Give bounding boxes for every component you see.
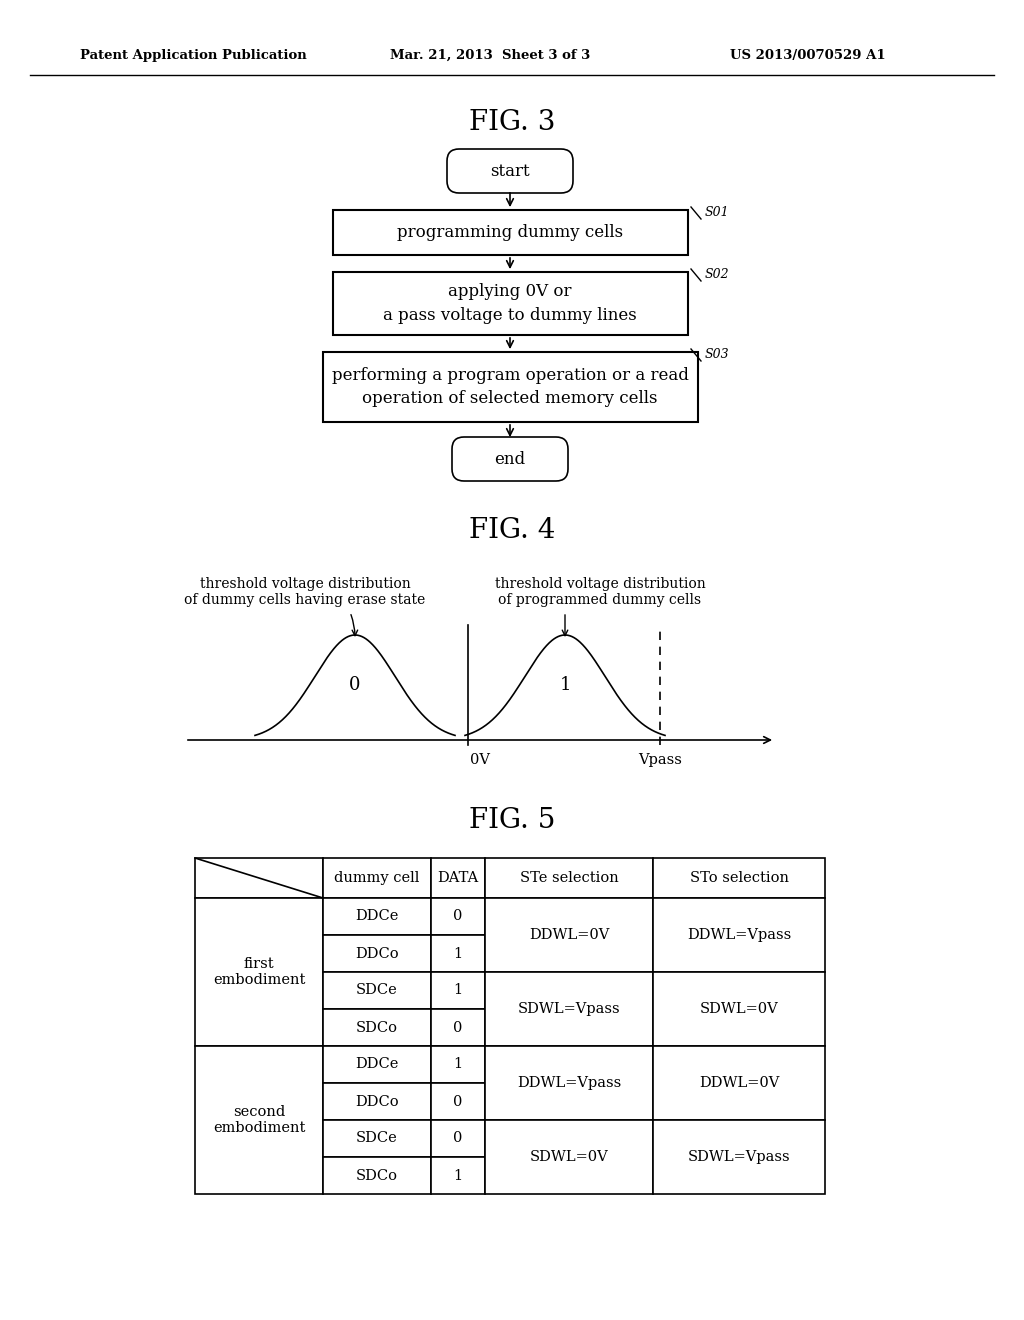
Bar <box>195 858 323 898</box>
Text: 0: 0 <box>349 676 360 694</box>
Text: SDWL=Vpass: SDWL=Vpass <box>518 1002 621 1016</box>
Bar <box>195 1045 323 1195</box>
Bar <box>323 972 431 1008</box>
Text: S03: S03 <box>705 348 730 362</box>
Bar <box>485 1045 653 1119</box>
Bar <box>431 1045 485 1082</box>
Bar <box>323 352 697 422</box>
Text: SDCe: SDCe <box>356 1131 398 1146</box>
Text: FIG. 4: FIG. 4 <box>469 516 555 544</box>
Text: 1: 1 <box>454 1057 463 1072</box>
Text: 1: 1 <box>454 946 463 961</box>
Text: STe selection: STe selection <box>519 871 618 884</box>
Text: end: end <box>495 450 525 467</box>
Bar <box>431 1158 485 1195</box>
Text: 1: 1 <box>454 1168 463 1183</box>
Text: 0: 0 <box>454 909 463 924</box>
Text: DDCe: DDCe <box>355 909 398 924</box>
Text: DDWL=0V: DDWL=0V <box>528 928 609 942</box>
Bar <box>195 898 323 1045</box>
Text: second
embodiment: second embodiment <box>213 1105 305 1135</box>
Bar <box>653 898 825 972</box>
Bar <box>653 1119 825 1195</box>
Text: 0: 0 <box>454 1094 463 1109</box>
Bar <box>431 898 485 935</box>
Text: 0: 0 <box>454 1131 463 1146</box>
Bar <box>323 1119 431 1158</box>
Text: 1: 1 <box>454 983 463 998</box>
Bar <box>323 1045 431 1082</box>
Bar <box>485 1119 653 1195</box>
Text: DATA: DATA <box>437 871 478 884</box>
Bar <box>431 1082 485 1119</box>
Text: 1: 1 <box>559 676 570 694</box>
Text: Mar. 21, 2013  Sheet 3 of 3: Mar. 21, 2013 Sheet 3 of 3 <box>390 49 590 62</box>
Bar <box>323 858 431 898</box>
Bar <box>431 1119 485 1158</box>
Text: 0V: 0V <box>470 752 490 767</box>
Bar <box>323 1158 431 1195</box>
Bar <box>333 272 687 335</box>
Text: DDCo: DDCo <box>355 946 398 961</box>
Text: Patent Application Publication: Patent Application Publication <box>80 49 307 62</box>
Bar <box>323 935 431 972</box>
Text: DDCe: DDCe <box>355 1057 398 1072</box>
Text: SDWL=Vpass: SDWL=Vpass <box>688 1150 791 1164</box>
Text: programming dummy cells: programming dummy cells <box>397 224 623 242</box>
Bar <box>323 898 431 935</box>
Text: SDCo: SDCo <box>356 1168 398 1183</box>
Text: 0: 0 <box>454 1020 463 1035</box>
Bar <box>485 898 653 972</box>
Text: STo selection: STo selection <box>689 871 788 884</box>
Text: SDCe: SDCe <box>356 983 398 998</box>
Text: Vpass: Vpass <box>638 752 682 767</box>
Text: S01: S01 <box>705 206 730 219</box>
Text: first
embodiment: first embodiment <box>213 957 305 987</box>
Bar <box>323 1008 431 1045</box>
FancyBboxPatch shape <box>452 437 568 480</box>
Text: DDWL=Vpass: DDWL=Vpass <box>687 928 792 942</box>
Text: FIG. 3: FIG. 3 <box>469 108 555 136</box>
Text: performing a program operation or a read
operation of selected memory cells: performing a program operation or a read… <box>332 367 688 408</box>
Text: applying 0V or
a pass voltage to dummy lines: applying 0V or a pass voltage to dummy l… <box>383 284 637 323</box>
Text: SDCo: SDCo <box>356 1020 398 1035</box>
Bar <box>431 935 485 972</box>
Text: threshold voltage distribution
of programmed dummy cells: threshold voltage distribution of progra… <box>495 577 706 607</box>
Text: start: start <box>490 162 529 180</box>
Bar <box>485 858 653 898</box>
Text: DDWL=Vpass: DDWL=Vpass <box>517 1076 622 1090</box>
Text: DDCo: DDCo <box>355 1094 398 1109</box>
Bar <box>323 1082 431 1119</box>
Text: threshold voltage distribution
of dummy cells having erase state: threshold voltage distribution of dummy … <box>184 577 426 607</box>
Bar <box>653 972 825 1045</box>
Text: SDWL=0V: SDWL=0V <box>699 1002 778 1016</box>
Text: S02: S02 <box>705 268 730 281</box>
Text: FIG. 5: FIG. 5 <box>469 807 555 833</box>
Text: dummy cell: dummy cell <box>334 871 420 884</box>
Bar <box>431 1008 485 1045</box>
Bar <box>485 972 653 1045</box>
Bar <box>653 858 825 898</box>
FancyBboxPatch shape <box>447 149 573 193</box>
Bar <box>431 858 485 898</box>
Bar <box>653 1045 825 1119</box>
Text: US 2013/0070529 A1: US 2013/0070529 A1 <box>730 49 886 62</box>
Bar <box>333 210 687 255</box>
Bar <box>431 972 485 1008</box>
Text: DDWL=0V: DDWL=0V <box>698 1076 779 1090</box>
Text: SDWL=0V: SDWL=0V <box>529 1150 608 1164</box>
